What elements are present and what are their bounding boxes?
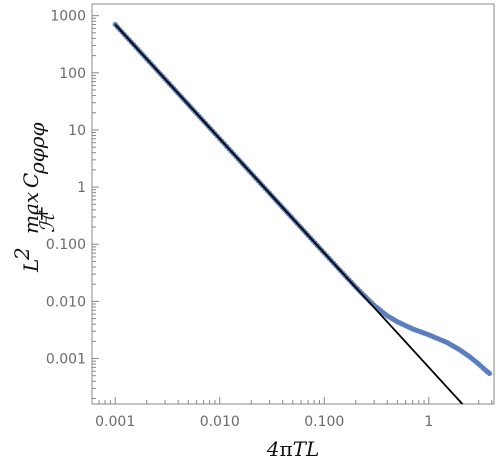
x-axis-title: 4πTL — [266, 437, 320, 461]
svg-text:2: 2 — [10, 247, 34, 261]
data-points — [112, 21, 493, 376]
svg-text:+: + — [29, 205, 53, 222]
svg-text:max: max — [19, 192, 43, 234]
y-tick-label: 10 — [68, 123, 86, 139]
x-tick-label: 0.001 — [95, 414, 135, 430]
y-tick-label: 0.010 — [46, 294, 86, 310]
series-layer — [112, 21, 493, 404]
x-tick-label: 1 — [424, 414, 433, 430]
x-ticks: 0.001 0.010 0.100 1 — [91, 397, 493, 430]
power-law-fit-line — [114, 23, 464, 404]
svg-text:L: L — [19, 259, 43, 273]
y-tick-label: 1000 — [50, 9, 86, 25]
y-tick-label: 1 — [77, 180, 86, 196]
x-tick-label: 0.100 — [304, 414, 344, 430]
svg-text:ρφρφ: ρφρφ — [25, 122, 49, 175]
data-point — [486, 370, 493, 376]
svg-text:ℋ: ℋ — [35, 210, 59, 233]
y-tick-label: 0.001 — [46, 352, 86, 368]
y-tick-label: 0.100 — [46, 237, 86, 253]
y-axis-title: L 2 max ℋ + C ρφρφ — [10, 122, 59, 273]
x-tick-label: 0.010 — [200, 414, 240, 430]
y-ticks: 1000 100 10 1 0.100 0.010 0.001 — [46, 9, 99, 399]
y-tick-label: 100 — [59, 66, 86, 82]
svg-text:C: C — [19, 173, 43, 188]
